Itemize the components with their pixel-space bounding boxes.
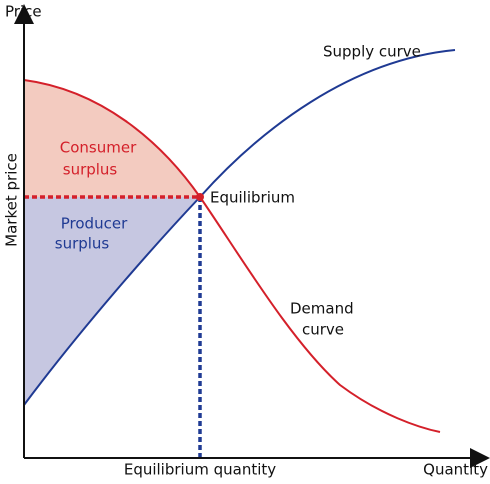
producer-label: Producer [61,215,128,233]
equilibrium-quantity-label: Equilibrium quantity [124,461,276,479]
supply-label: Supply curve [323,43,421,61]
producer-label: surplus [55,235,110,253]
producer-surplus-area [24,197,200,405]
consumer-label: Consumer [60,139,137,157]
equilibrium-point [196,193,204,201]
demand-label: curve [302,321,344,339]
consumer-surplus-area [24,80,200,197]
x-axis-label: Quantity [423,461,488,479]
market-price-label: Market price [3,153,21,247]
y-axis-label: Price [5,3,42,21]
demand-label: Demand [290,300,354,318]
demand-curve [23,79,441,433]
equilibrium-label: Equilibrium [210,189,295,207]
consumer-label: surplus [63,161,118,179]
